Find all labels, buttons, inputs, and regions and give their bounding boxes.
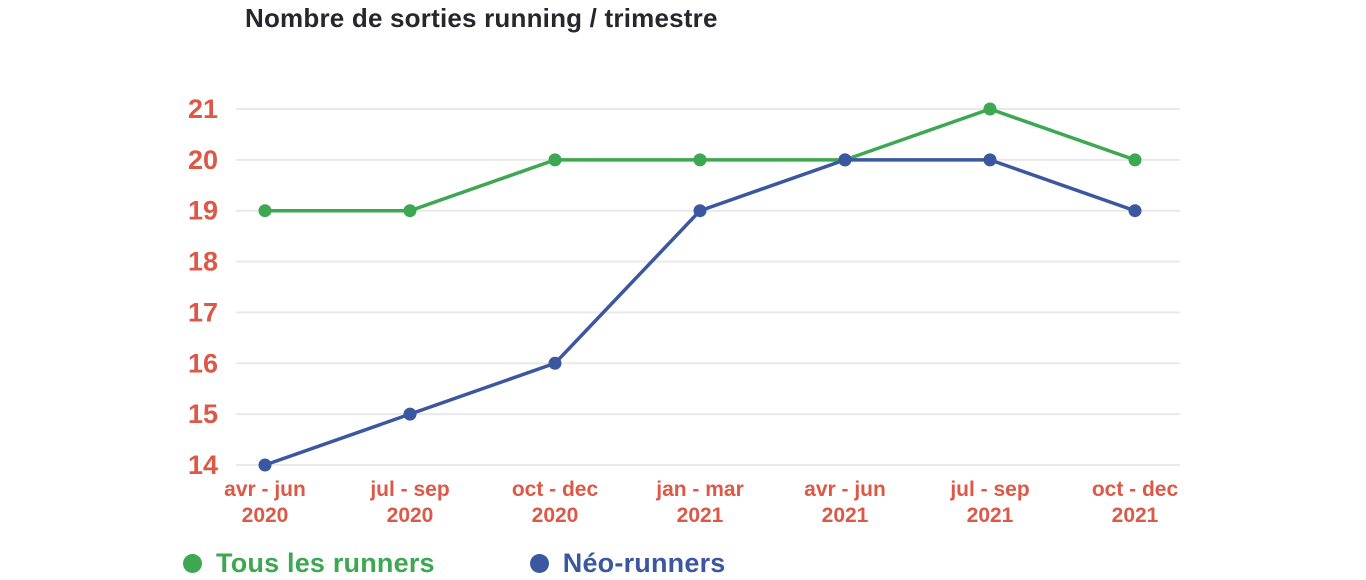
- data-point-1: [838, 153, 852, 167]
- y-tick-label: 14: [188, 450, 218, 480]
- data-point-0: [983, 102, 997, 116]
- legend-dot-icon: [183, 554, 202, 573]
- chart-legend: Tous les runners Néo-runners: [183, 548, 726, 579]
- chart-title: Nombre de sorties running / trimestre: [245, 3, 718, 33]
- legend-label: Tous les runners: [216, 548, 435, 578]
- data-point-0: [693, 153, 707, 167]
- data-point-1: [983, 153, 997, 167]
- data-point-0: [548, 153, 562, 167]
- legend-item-neo-runners: Néo-runners: [529, 548, 726, 579]
- y-tick-label: 16: [188, 348, 218, 378]
- data-point-1: [693, 204, 707, 218]
- data-point-0: [403, 204, 417, 218]
- x-axis-label: avr - jun 2020: [224, 478, 306, 527]
- x-axis-label: avr - jun 2021: [804, 478, 886, 527]
- y-tick-label: 17: [188, 297, 218, 327]
- y-tick-label: 20: [188, 145, 218, 175]
- y-tick-label: 18: [188, 247, 218, 277]
- data-point-0: [1128, 153, 1142, 167]
- y-tick-label: 21: [188, 94, 218, 124]
- data-point-1: [548, 356, 562, 370]
- x-axis-label: jul - sep 2021: [949, 478, 1029, 527]
- y-tick-label: 19: [188, 196, 218, 226]
- y-tick-label: 15: [188, 399, 218, 429]
- x-axis-label: oct - dec 2020: [512, 478, 599, 527]
- data-point-1: [258, 458, 272, 472]
- x-axis-label: oct - dec 2021: [1092, 478, 1179, 527]
- legend-label: Néo-runners: [562, 548, 726, 578]
- x-axis-label: jul - sep 2020: [369, 478, 449, 527]
- x-axis-label: jan - mar 2021: [655, 478, 744, 527]
- legend-dot-icon: [529, 554, 549, 573]
- data-point-1: [1128, 204, 1142, 218]
- legend-item-tous-les-runners: Tous les runners: [183, 548, 435, 579]
- data-point-0: [258, 204, 272, 218]
- data-point-1: [403, 407, 417, 421]
